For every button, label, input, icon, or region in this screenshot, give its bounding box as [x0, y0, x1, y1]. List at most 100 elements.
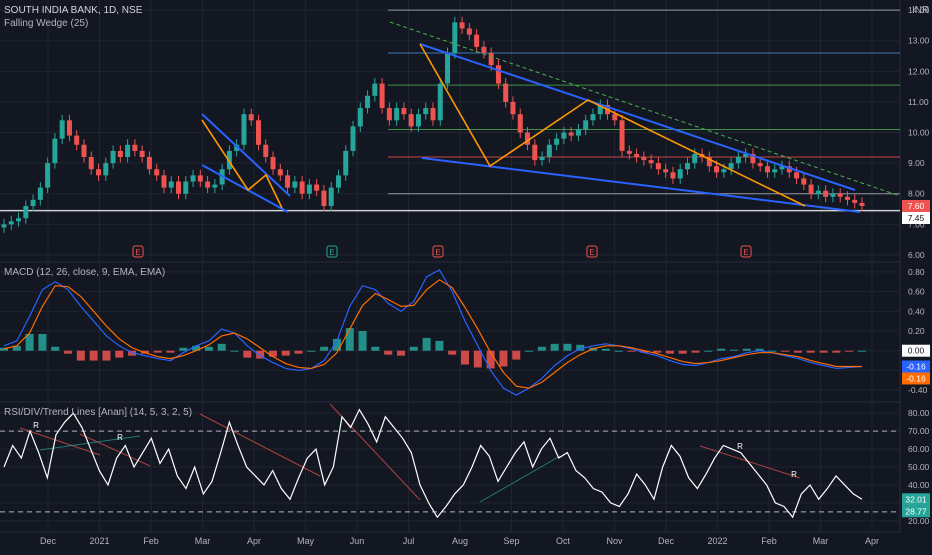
axis-tick-label: 11.00 [908, 97, 929, 107]
candle-body [539, 157, 545, 161]
signal-line [3, 279, 862, 389]
macd-value-label-box [902, 372, 930, 385]
candle-body [372, 83, 378, 96]
macd-line [3, 269, 863, 396]
axis-tick-label: 0.20 [908, 326, 925, 336]
axis-tick-label: 7.00 [908, 219, 925, 229]
macd-histogram-bar [358, 331, 367, 351]
earnings-marker-label: E [435, 248, 440, 257]
rsi-label[interactable]: RSI/DIV/Trend Lines [Anan] (14, 5, 3, 2,… [4, 407, 193, 418]
rsi-trend-line [19, 427, 101, 456]
time-tick-label: Oct [556, 536, 571, 546]
candle-body [706, 157, 712, 167]
time-tick-label: 2021 [89, 536, 109, 546]
symbol-title[interactable]: SOUTH INDIA BANK, 1D, NSE [4, 5, 143, 16]
axis-tick-label: 0.80 [908, 267, 925, 277]
macd-histogram-bar [307, 350, 316, 352]
candle-body [96, 169, 102, 176]
candle-body [677, 169, 683, 179]
macd-histogram-bar [12, 345, 21, 351]
macd-value-label-box [902, 360, 930, 373]
candle-body [452, 22, 458, 53]
macd-value-labels: 0.00 -0.16 -0.16 [902, 344, 930, 385]
candle-body [437, 83, 443, 121]
macd-label[interactable]: MACD (12, 26, close, 9, EMA, EMA) [4, 267, 166, 278]
macd-histogram-bar [512, 350, 521, 360]
rsi-value-label: 32.01 [905, 494, 927, 504]
macd-histogram-bar [832, 350, 841, 353]
macd-histogram-bar [435, 340, 444, 351]
candle-body [183, 181, 189, 194]
candle-body [808, 184, 814, 194]
macd-histogram-bar [76, 350, 85, 361]
macd-histogram-bar [793, 350, 802, 353]
falling-wedge-drawings [201, 21, 901, 213]
candle-body [648, 160, 654, 164]
axis-tick-label: 9.00 [908, 158, 925, 168]
candle-body [597, 104, 603, 115]
earnings-marker [740, 245, 752, 258]
horizontal-levels [0, 9, 900, 212]
macd-histogram-bar [166, 350, 175, 353]
axis-tick-label: -0.40 [908, 385, 928, 395]
candle-body [81, 144, 87, 158]
candle-body [343, 150, 349, 176]
macd-histogram-bar [51, 346, 60, 351]
candle-body [270, 157, 276, 170]
time-tick-label: Jul [403, 536, 415, 546]
candle-body [161, 175, 167, 188]
macd-histogram-bar [601, 348, 610, 351]
candle-body [670, 172, 676, 179]
rsi-divergence-markers: R R R R [33, 421, 797, 479]
candle-body [495, 65, 501, 84]
rsi-value-labels: 32.01 28.77 [902, 493, 930, 518]
earnings-marker [586, 245, 598, 258]
earnings-marker [132, 245, 144, 258]
candle-body [546, 144, 552, 158]
candle-body [205, 181, 211, 188]
candle-body [328, 187, 334, 206]
candle-body [786, 166, 792, 173]
rsi-trend-line [479, 455, 561, 503]
candle-body [350, 126, 356, 151]
macd-histogram-bar [768, 350, 777, 352]
macd-histogram-bar [819, 350, 828, 353]
last-price-label: 7.60 [908, 201, 925, 211]
last-price-label-box [902, 211, 930, 224]
candle-body [655, 163, 661, 170]
candle-body [357, 108, 363, 127]
time-tick-label: May [297, 536, 315, 546]
macd-histogram-bar [729, 349, 738, 351]
candle-body [844, 196, 850, 200]
candle-body [830, 193, 836, 197]
rsi-divergence-marker: R [33, 421, 39, 430]
time-tick-label: 2022 [707, 536, 727, 546]
rsi-reference-lines [0, 430, 900, 513]
axis-tick-label: 8.00 [908, 189, 925, 199]
wedge-projection-line [389, 21, 901, 197]
candle-body [692, 153, 698, 164]
candle-body [568, 132, 574, 136]
indicator-label[interactable]: Falling Wedge (25) [4, 18, 89, 29]
time-tick-label: Mar [813, 536, 829, 546]
candle-body [306, 184, 312, 194]
macd-histogram-bar [691, 350, 700, 353]
candle-body [408, 114, 414, 127]
time-axis-ticks: Dec 2021 Feb Mar Apr May Jun Jul Aug Sep Oct Nov Dec… [40, 536, 879, 546]
candle-body [241, 114, 247, 145]
candle-body [561, 132, 567, 139]
macd-histogram-bar [217, 343, 226, 351]
candle-body [663, 169, 669, 173]
macd-histogram-bar [665, 350, 674, 354]
macd-histogram-bar [486, 350, 495, 369]
axis-tick-label: 0.40 [908, 306, 925, 316]
candle-body [176, 181, 182, 194]
time-tick-label: Feb [761, 536, 777, 546]
candle-body [837, 193, 843, 197]
candle-body [74, 135, 80, 145]
candle-body [30, 199, 36, 206]
earnings-marker [432, 245, 444, 258]
candle-body [401, 108, 407, 115]
time-tick-label: Mar [195, 536, 211, 546]
